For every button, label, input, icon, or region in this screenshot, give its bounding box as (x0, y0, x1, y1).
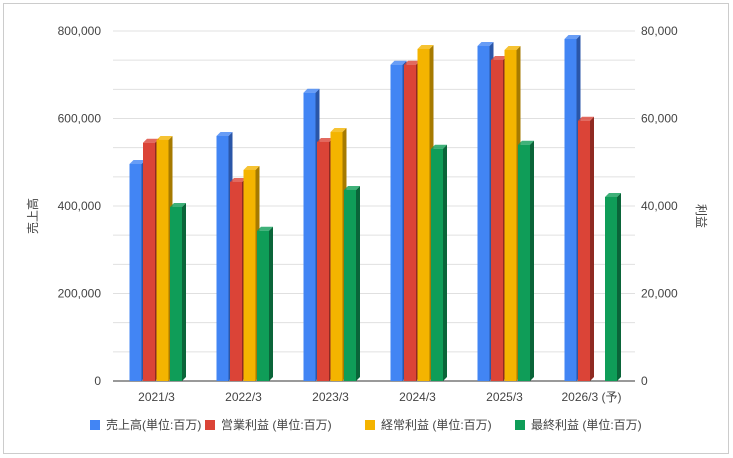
bar (605, 196, 617, 381)
bar-side (590, 116, 594, 381)
bar-side (617, 192, 621, 381)
y-tick-label: 400,000 (58, 199, 102, 213)
legend-label: 売上高(単位:百万) (106, 417, 201, 432)
chart-frame (3, 3, 729, 454)
bar-top (504, 45, 521, 50)
bar-side (530, 140, 534, 381)
bar (143, 142, 155, 381)
bar-top (317, 137, 333, 142)
bar (518, 144, 530, 381)
bar (216, 136, 229, 381)
x-tick-label: 2023/3 (312, 390, 349, 404)
bar-top (243, 165, 260, 170)
x-tick-label: 2026/3 (予) (561, 390, 621, 404)
bar-top (143, 138, 159, 143)
y-tick-label: 800,000 (58, 24, 102, 38)
bar-top (344, 185, 360, 190)
bar-top (216, 132, 233, 136)
legend-swatch (365, 420, 375, 430)
bar-top (257, 226, 273, 231)
bar (257, 230, 269, 381)
bar-top (303, 88, 320, 93)
bar (243, 169, 256, 381)
bar-top (518, 140, 534, 145)
bar-top (404, 60, 420, 65)
x-tick-label: 2021/3 (138, 390, 175, 404)
y2-tick-label: 40,000 (641, 199, 678, 213)
bar (404, 64, 416, 381)
bar (129, 164, 142, 381)
bar-top (230, 177, 246, 182)
bar (390, 64, 403, 381)
y-tick-label: 600,000 (58, 112, 102, 126)
bar-top (605, 192, 621, 197)
y-tick-label: 200,000 (58, 287, 102, 301)
y2-tick-label: 20,000 (641, 287, 678, 301)
bar (431, 148, 443, 381)
bar (156, 139, 169, 381)
bar (564, 39, 577, 381)
bar-top (156, 135, 173, 140)
legend-label: 経常利益 (単位:百万) (381, 417, 492, 432)
x-tick-label: 2025/3 (486, 390, 523, 404)
x-tick-label: 2024/3 (399, 390, 436, 404)
y2-tick-label: 60,000 (641, 112, 678, 126)
bar-top (578, 116, 594, 121)
bar-side (356, 185, 360, 381)
bar-side (269, 226, 273, 381)
bar-top (477, 42, 494, 47)
bar-top (417, 44, 434, 49)
bar (491, 60, 503, 381)
bar-top (491, 56, 507, 61)
bar (230, 181, 242, 381)
bar-top (431, 144, 447, 149)
bar (170, 207, 182, 381)
bar (477, 46, 490, 381)
legend-swatch (90, 420, 100, 430)
y-tick-label: 0 (94, 374, 101, 388)
y2-tick-label: 80,000 (641, 24, 678, 38)
legend-label: 営業利益 (単位:百万) (221, 417, 332, 432)
bar (417, 48, 430, 381)
bar-top (390, 60, 407, 65)
bar-top (564, 35, 581, 40)
bar-side (182, 203, 186, 381)
legend-swatch (515, 420, 525, 430)
legend-label: 最終利益 (単位:百万) (531, 417, 642, 432)
y2-tick-label: 0 (641, 374, 648, 388)
bar (303, 92, 316, 381)
bar-top (170, 203, 186, 208)
bar-top (330, 128, 347, 133)
x-tick-label: 2022/3 (225, 390, 262, 404)
bar (344, 189, 356, 381)
y-axis-title: 売上高 (25, 198, 40, 234)
bar-side (443, 144, 447, 381)
bar (330, 132, 343, 381)
bar (578, 120, 590, 381)
y2-axis-title: 利益 (694, 204, 708, 228)
bar (504, 49, 517, 382)
bar-top (129, 160, 146, 164)
bar (317, 141, 329, 381)
legend-swatch (205, 420, 215, 430)
